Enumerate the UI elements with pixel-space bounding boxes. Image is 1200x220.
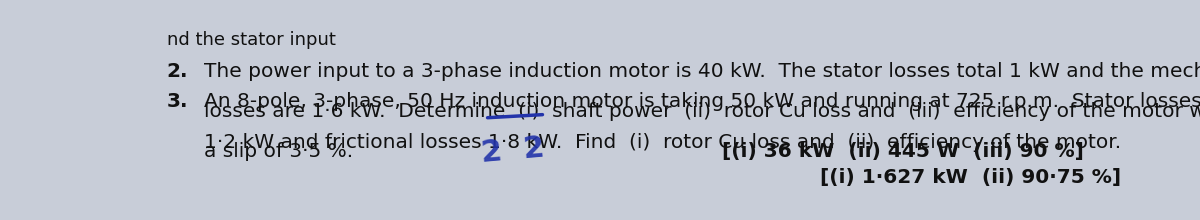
Text: a slip of 3·5 %.: a slip of 3·5 %. xyxy=(204,142,353,161)
Text: nd the stator input: nd the stator input xyxy=(167,31,336,50)
Text: 2  2: 2 2 xyxy=(480,133,546,168)
Text: 3.: 3. xyxy=(167,92,188,111)
Text: [(i) 1·627 kW  (ii) 90·75 %]: [(i) 1·627 kW (ii) 90·75 %] xyxy=(820,168,1121,187)
Text: 2.: 2. xyxy=(167,62,188,81)
Text: An 8-pole, 3-phase, 50 Hz induction motor is taking 50 kW and running at 725 r.p: An 8-pole, 3-phase, 50 Hz induction moto… xyxy=(204,92,1200,111)
Text: The power input to a 3-phase induction motor is 40 kW.  The stator losses total : The power input to a 3-phase induction m… xyxy=(204,62,1200,81)
Text: [(i) 36 kW  (ii) 445 W  (iii) 90 %]: [(i) 36 kW (ii) 445 W (iii) 90 %] xyxy=(722,142,1084,161)
Text: losses are 1·6 kW.  Determine  (i)  shaft power  (ii)  rotor Cu loss and  (iii) : losses are 1·6 kW. Determine (i) shaft p… xyxy=(204,102,1200,121)
Text: 1·2 kW and frictional losses 1·8 kW.  Find  (i)  rotor Cu loss and  (ii)  effici: 1·2 kW and frictional losses 1·8 kW. Fin… xyxy=(204,133,1121,152)
